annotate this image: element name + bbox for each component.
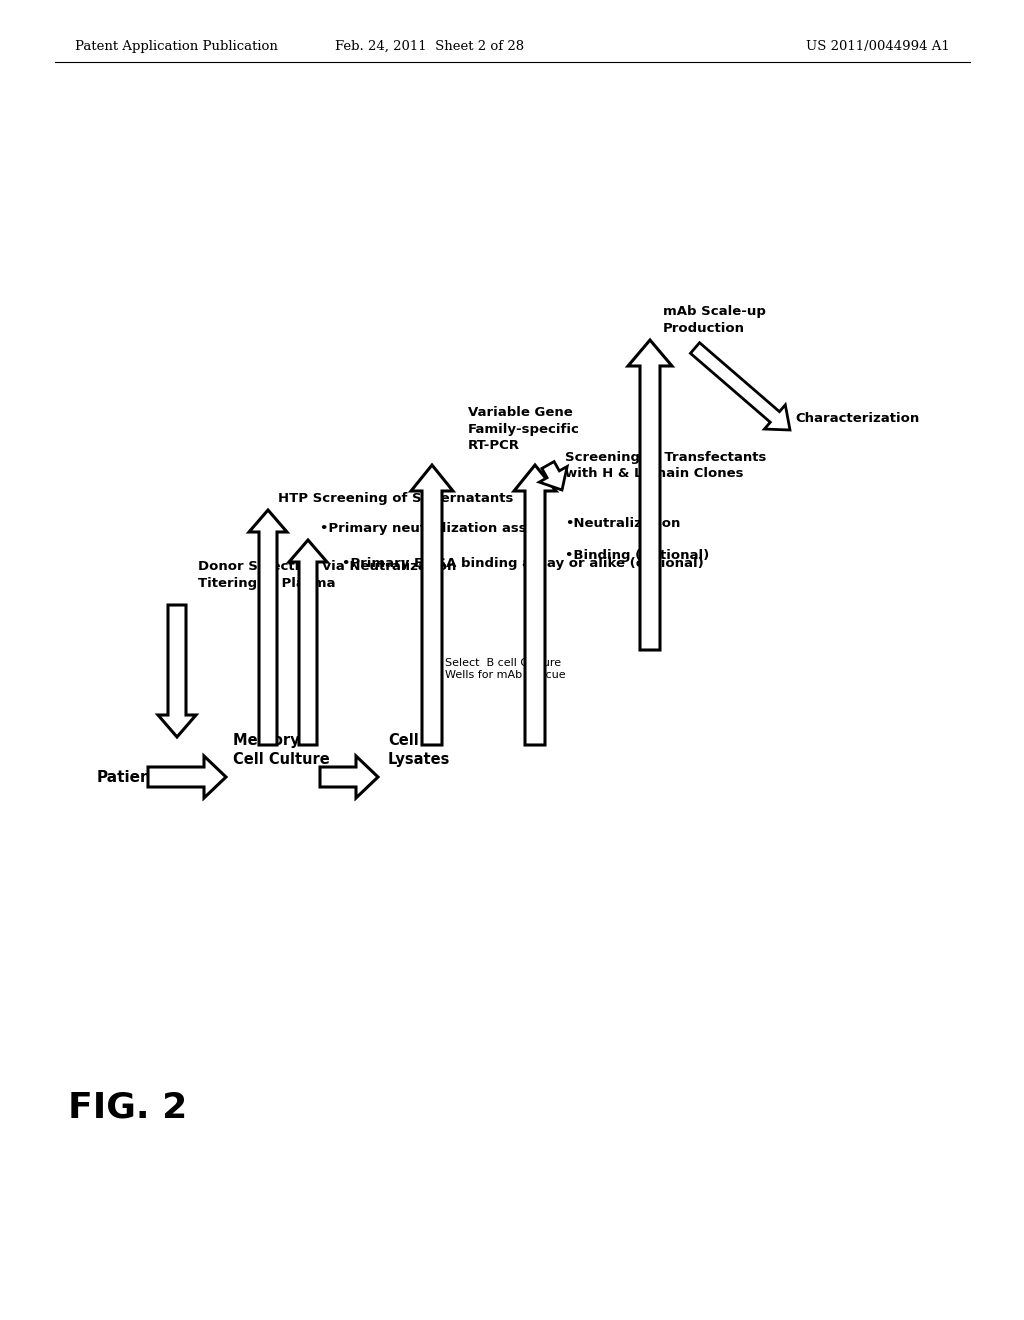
Text: Memory B
Cell Culture: Memory B Cell Culture bbox=[233, 734, 330, 767]
FancyArrow shape bbox=[319, 756, 378, 799]
Text: Select  B cell Culture
Wells for mAb Rescue: Select B cell Culture Wells for mAb Resc… bbox=[445, 657, 565, 680]
Text: Patient: Patient bbox=[97, 770, 160, 784]
Text: mAb Scale-up
Production: mAb Scale-up Production bbox=[663, 305, 766, 335]
FancyArrow shape bbox=[249, 510, 287, 744]
FancyArrow shape bbox=[690, 343, 790, 430]
FancyArrow shape bbox=[158, 605, 196, 737]
Text: Patent Application Publication: Patent Application Publication bbox=[75, 40, 278, 53]
FancyArrow shape bbox=[148, 756, 226, 799]
FancyArrow shape bbox=[540, 462, 567, 490]
Text: Donor Selection via Neutralization
Titering of Plasma: Donor Selection via Neutralization Titer… bbox=[198, 561, 457, 590]
Text: •Primary ELISA binding assay or alike (optional): •Primary ELISA binding assay or alike (o… bbox=[342, 557, 703, 570]
Text: HTP Screening of Supernatants: HTP Screening of Supernatants bbox=[278, 492, 513, 506]
Text: Screening of Transfectants
with H & L Chain Clones: Screening of Transfectants with H & L Ch… bbox=[565, 450, 766, 480]
Text: Feb. 24, 2011  Sheet 2 of 28: Feb. 24, 2011 Sheet 2 of 28 bbox=[336, 40, 524, 53]
Text: Variable Gene
Family-specific
RT-PCR: Variable Gene Family-specific RT-PCR bbox=[468, 407, 580, 451]
Text: •Primary neutralization assay: •Primary neutralization assay bbox=[319, 521, 544, 535]
FancyArrow shape bbox=[514, 465, 556, 744]
Text: •Binding (optional): •Binding (optional) bbox=[565, 549, 710, 562]
Text: US 2011/0044994 A1: US 2011/0044994 A1 bbox=[806, 40, 950, 53]
Text: Characterization: Characterization bbox=[795, 412, 920, 425]
FancyArrow shape bbox=[628, 341, 672, 649]
Text: FIG. 2: FIG. 2 bbox=[68, 1092, 187, 1125]
Text: •Neutralization: •Neutralization bbox=[565, 517, 680, 531]
FancyArrow shape bbox=[289, 540, 327, 744]
FancyArrow shape bbox=[411, 465, 453, 744]
Text: Cell
Lysates: Cell Lysates bbox=[388, 734, 451, 767]
